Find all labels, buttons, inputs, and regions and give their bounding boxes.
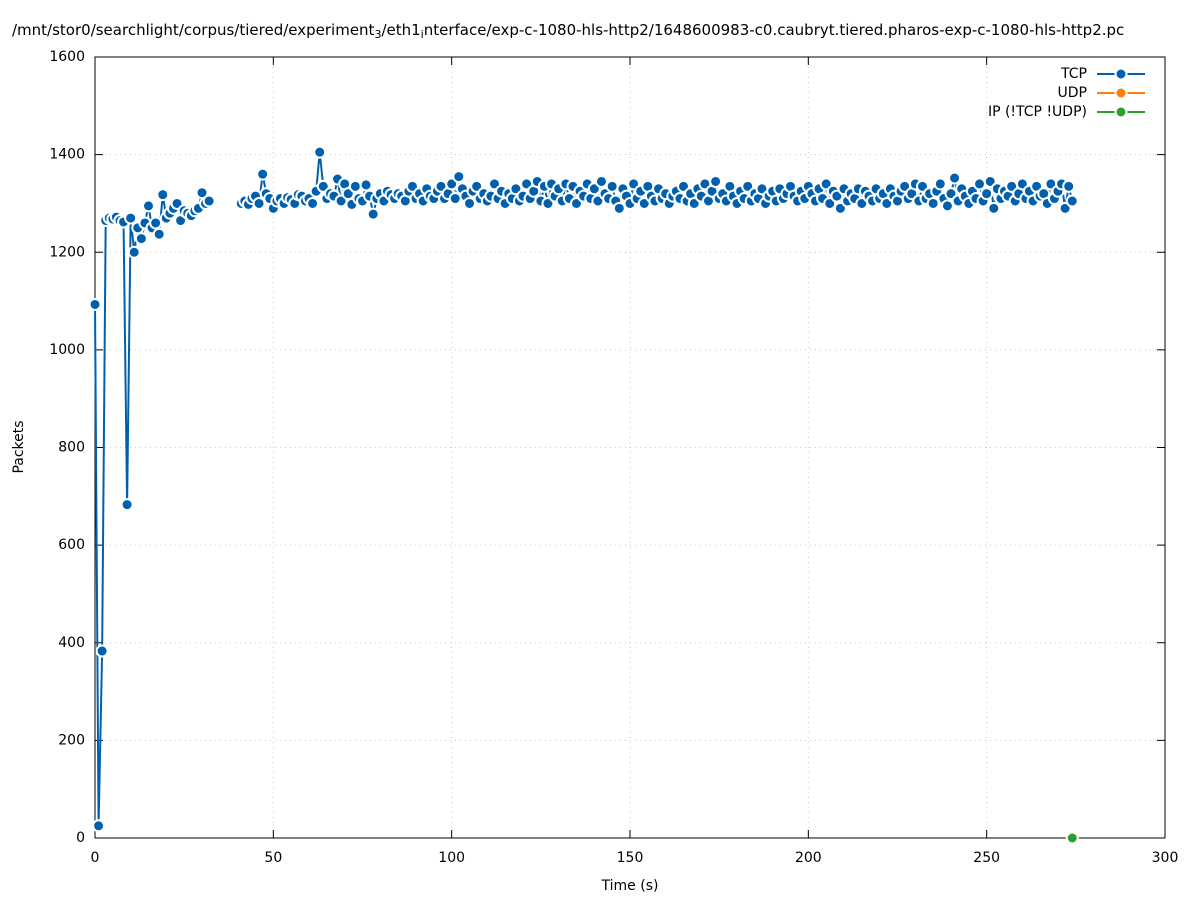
legend: TCP UDP IP (!TCP !UDP) xyxy=(988,66,1145,120)
data-point xyxy=(142,199,155,213)
legend-label: IP (!TCP !UDP) xyxy=(988,104,1087,120)
data-point xyxy=(256,167,270,181)
data-point xyxy=(156,188,170,202)
y-axis-label: Packets xyxy=(11,420,27,473)
data-point xyxy=(973,177,987,191)
x-tick-label: 150 xyxy=(617,850,644,866)
data-point xyxy=(1062,179,1076,193)
data-point xyxy=(452,170,466,184)
data-point xyxy=(306,196,320,210)
y-tick-label: 200 xyxy=(58,732,85,748)
data-point xyxy=(594,174,608,188)
data-point xyxy=(926,196,940,210)
data-point xyxy=(709,174,723,188)
data-point xyxy=(88,297,102,311)
x-tick-label: 0 xyxy=(91,850,100,866)
x-tick-label: 300 xyxy=(1152,850,1179,866)
y-tick-label: 1000 xyxy=(49,342,85,358)
series-line xyxy=(94,152,1074,826)
legend-label: UDP xyxy=(1058,85,1087,101)
y-tick-label: 800 xyxy=(58,440,85,456)
chart-title: /mnt/stor0/searchlight/corpus/tiered/exp… xyxy=(12,21,1124,42)
data-point xyxy=(134,232,148,246)
data-point xyxy=(940,199,954,213)
data-point xyxy=(348,179,362,193)
data-point xyxy=(987,201,1001,215)
legend-marker xyxy=(1114,86,1128,100)
data-point xyxy=(202,194,216,208)
title-part: /mnt/stor0/searchlight/corpus/tiered/exp… xyxy=(12,21,375,39)
data-point xyxy=(612,201,626,215)
data-point xyxy=(152,227,166,241)
y-tick-label: 1400 xyxy=(49,147,85,163)
data-point xyxy=(366,207,380,221)
data-point xyxy=(1065,831,1079,845)
data-point xyxy=(313,145,327,159)
y-tick-label: 400 xyxy=(58,635,85,651)
data-point xyxy=(1065,194,1079,208)
x-tick-label: 250 xyxy=(973,850,1000,866)
data-point xyxy=(948,171,962,185)
legend-marker xyxy=(1114,67,1128,81)
y-tick-label: 600 xyxy=(58,537,85,553)
y-tick-label: 1200 xyxy=(49,244,85,260)
title-part: nterface/exp-c-1080-hls-http2/1648600983… xyxy=(424,21,1125,39)
y-tick-label: 1600 xyxy=(49,49,85,65)
x-tick-label: 50 xyxy=(264,850,282,866)
data-point xyxy=(127,245,141,259)
title-part: /eth1 xyxy=(381,21,420,39)
x-axis-label: Time (s) xyxy=(601,878,659,894)
data-point xyxy=(120,498,134,512)
x-tick-label: 200 xyxy=(795,850,822,866)
data-point xyxy=(463,196,476,210)
data-point xyxy=(252,196,266,210)
data-point xyxy=(92,819,106,833)
title-sub: 3 xyxy=(374,28,381,41)
title-sub: i xyxy=(421,28,424,41)
y-tick-label: 0 xyxy=(76,830,85,846)
data-point xyxy=(359,178,373,192)
x-tick-label: 100 xyxy=(438,850,465,866)
data-point xyxy=(605,179,619,193)
data-point xyxy=(448,192,462,206)
data-point xyxy=(980,187,994,201)
data-point xyxy=(933,177,947,191)
legend-label: TCP xyxy=(1060,66,1087,82)
data-point xyxy=(124,211,138,225)
data-point xyxy=(149,216,163,230)
legend-marker xyxy=(1114,105,1128,119)
data-point xyxy=(95,644,109,658)
